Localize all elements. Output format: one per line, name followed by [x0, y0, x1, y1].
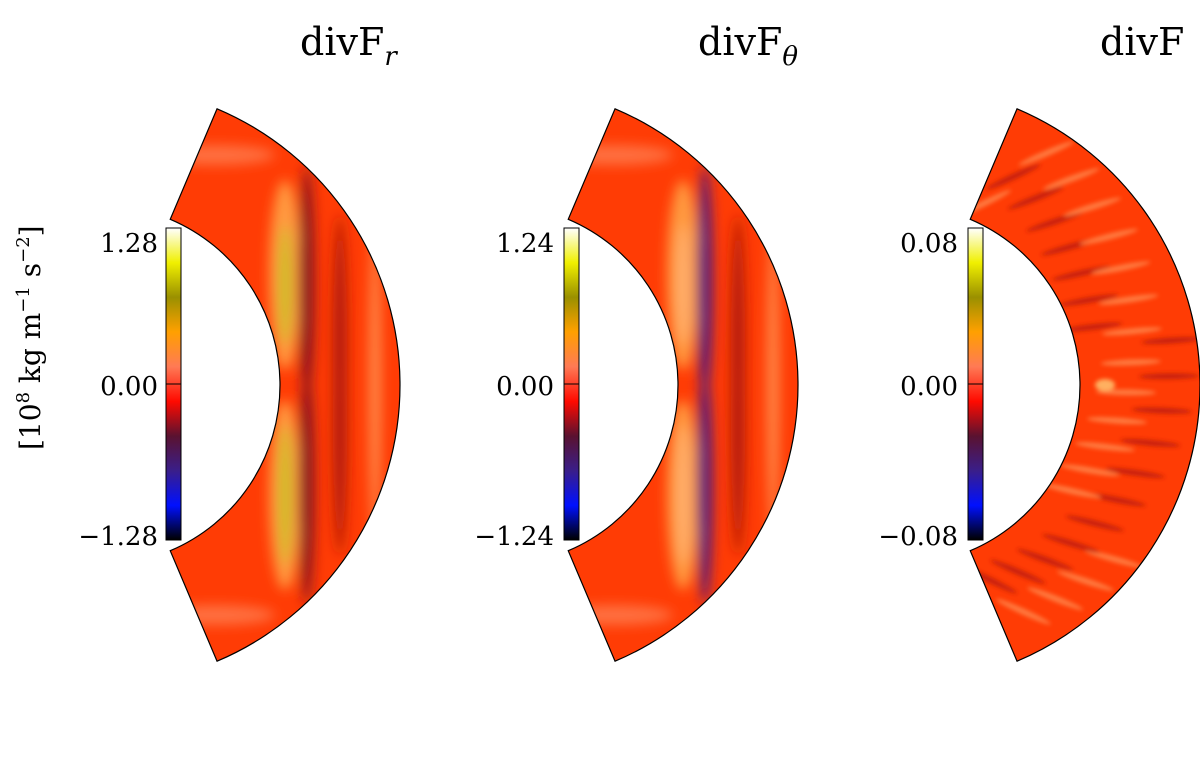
- colorbar: [165, 227, 182, 541]
- colorbar-tick-bottom: −0.08: [878, 522, 958, 552]
- streak: [170, 145, 275, 165]
- streak: [1065, 515, 1124, 532]
- outer-band: [333, 295, 347, 555]
- center-blob: [1095, 379, 1115, 391]
- colorbar-tick-top: 1.24: [496, 229, 554, 259]
- streak: [1062, 322, 1123, 332]
- streak: [1131, 407, 1192, 414]
- shell-fill: [970, 108, 1200, 662]
- upper-core: [677, 225, 689, 345]
- streak: [1141, 336, 1200, 345]
- colorbar-tick-bottom: −1.24: [474, 522, 554, 552]
- upper-core: [279, 225, 291, 345]
- panel-divf-r: divFr 1.28 0.00 −1.28: [78, 20, 401, 663]
- streak: [1007, 186, 1064, 210]
- streak: [1087, 493, 1146, 507]
- colorbar-unit-label: [108 kg m−1 s−2]: [13, 225, 47, 450]
- lower-trough: [299, 365, 315, 605]
- streak: [1085, 550, 1144, 568]
- outer-ridge: [767, 225, 779, 545]
- panel-title-subscript: θ: [782, 42, 798, 72]
- streak: [1091, 261, 1151, 275]
- streak: [1027, 587, 1084, 610]
- panel-title: divFr: [300, 20, 398, 72]
- shell-plot: [567, 107, 799, 663]
- colorbar-tick-top: 1.28: [100, 229, 158, 259]
- streak: [990, 559, 1046, 584]
- streak: [1026, 211, 1084, 232]
- streak: [1101, 327, 1162, 336]
- lower-core: [677, 425, 689, 565]
- panel-title: divFθ: [698, 20, 798, 72]
- streak: [1095, 389, 1156, 396]
- colorbar-tick-mid: 0.00: [496, 372, 554, 402]
- streak: [1075, 442, 1135, 452]
- panel-title: divF: [1100, 20, 1184, 64]
- streak: [1079, 228, 1138, 245]
- streak: [1120, 438, 1181, 448]
- shell-plot: [969, 107, 1200, 663]
- shell-structures: [970, 141, 1200, 625]
- shell-structures: [568, 145, 779, 625]
- outer-band: [731, 295, 745, 555]
- lower-core: [279, 425, 291, 565]
- colorbar-tick-mid: 0.00: [900, 372, 958, 402]
- shell-outline: [969, 107, 1200, 663]
- colorbar-tick-top: 0.08: [900, 229, 958, 259]
- streak: [1060, 464, 1120, 477]
- streak: [170, 605, 275, 625]
- streak: [1042, 483, 1102, 499]
- shell-plot: [169, 107, 401, 663]
- outer-ridge: [369, 225, 381, 545]
- upper-trough: [697, 165, 713, 405]
- upper-trough: [299, 165, 315, 405]
- streak: [1098, 294, 1159, 305]
- streak: [1138, 373, 1199, 380]
- shell-outline: [567, 107, 799, 663]
- streak: [996, 598, 1051, 625]
- streak: [1052, 265, 1111, 281]
- streak: [1100, 359, 1161, 366]
- streak: [1087, 417, 1148, 425]
- streak: [1105, 467, 1165, 479]
- streak: [1057, 571, 1115, 592]
- streak: [1016, 548, 1074, 571]
- streak: [1059, 294, 1119, 306]
- colorbar: [563, 227, 580, 541]
- streak: [1063, 197, 1121, 217]
- streak: [1042, 534, 1100, 553]
- streak: [1043, 168, 1100, 190]
- colorbar-tick-bottom: −1.28: [78, 522, 158, 552]
- colorbar-tick-mid: 0.00: [100, 372, 158, 402]
- panel-divf-theta: divFθ 1.24 0.00 −1.24: [474, 20, 799, 663]
- panel-divf: divF 0.08 0.00 −0.08: [878, 20, 1200, 663]
- lower-trough: [697, 365, 713, 605]
- streak: [568, 605, 673, 625]
- colorbar: [967, 227, 984, 541]
- streak: [985, 164, 1041, 190]
- streak: [568, 145, 673, 165]
- streak: [1018, 141, 1074, 166]
- shell-outline: [169, 107, 401, 663]
- panel-title-subscript: r: [384, 42, 398, 72]
